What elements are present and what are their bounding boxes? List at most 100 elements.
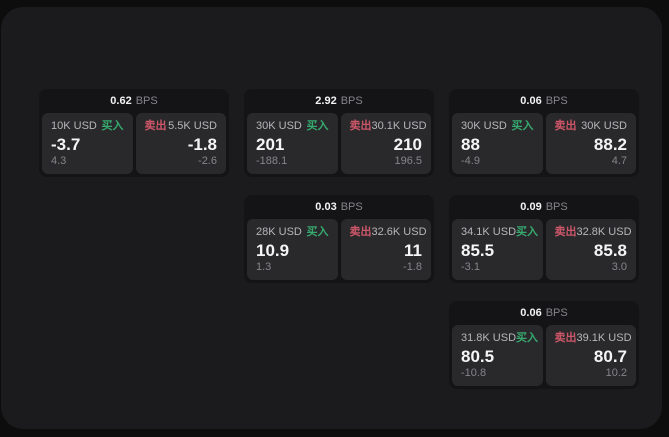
- sell-price-value: 80.7: [593, 346, 627, 366]
- sell-price-value: 11: [404, 240, 422, 260]
- buy-toprow: 30K USD 买入: [461, 120, 534, 133]
- sell-delta-value: 10.2: [605, 367, 627, 379]
- sell-delta-value: -1.8: [403, 261, 422, 273]
- buy-amount-label: 30K USD: [256, 120, 302, 132]
- sell-toprow: 卖出 30K USD: [555, 120, 628, 133]
- quote-card-body: 10K USD 买入 -3.7 4.3 卖出 5.5K USD -1.8 -2.…: [42, 113, 226, 174]
- quote-card: 0.62 BPS 10K USD 买入 -3.7 4.3 卖出 5.5K USD…: [39, 89, 229, 177]
- quote-card: 0.03 BPS 28K USD 买入 10.9 1.3 卖出 32.6K US…: [244, 195, 434, 283]
- buy-toprow: 28K USD 买入: [256, 226, 329, 239]
- buy-side-label: 买入: [516, 332, 539, 344]
- buy-price-value: 85.5: [461, 240, 495, 260]
- buy-side-label: 买入: [516, 226, 539, 238]
- bps-value: 0.03: [315, 201, 337, 213]
- sell-amount-label: 30K USD: [581, 120, 627, 132]
- sell-quote-panel[interactable]: 卖出 32.8K USD 85.8 3.0: [545, 219, 636, 280]
- buy-amount-label: 34.1K USD: [461, 226, 517, 238]
- buy-side-label: 买入: [306, 120, 329, 132]
- sell-side-label: 卖出: [349, 226, 372, 238]
- buy-quote-panel[interactable]: 28K USD 买入 10.9 1.3: [247, 219, 338, 280]
- buy-toprow: 10K USD 买入: [51, 120, 124, 133]
- sell-side-label: 卖出: [349, 120, 372, 132]
- buy-amount-label: 30K USD: [461, 120, 507, 132]
- buy-delta-value: 1.3: [256, 261, 272, 273]
- bps-unit-label: BPS: [135, 95, 158, 107]
- buy-price-value: 80.5: [461, 346, 495, 366]
- sell-side-label: 卖出: [144, 120, 167, 132]
- sell-side-label: 卖出: [554, 332, 577, 344]
- sell-amount-label: 5.5K USD: [168, 120, 217, 132]
- buy-delta-value: -4.9: [461, 155, 480, 167]
- sell-amount-label: 32.8K USD: [576, 226, 632, 238]
- buy-quote-panel[interactable]: 31.8K USD 买入 80.5 -10.8: [452, 325, 543, 386]
- bps-unit-label: BPS: [545, 95, 568, 107]
- main-panel: 0.62 BPS 10K USD 买入 -3.7 4.3 卖出 5.5K USD…: [1, 7, 662, 429]
- quote-card-body: 30K USD 买入 88 -4.9 卖出 30K USD 88.2 4.7: [452, 113, 636, 174]
- bps-value: 0.09: [520, 201, 542, 213]
- buy-delta-value: 4.3: [51, 155, 67, 167]
- quote-card: 0.09 BPS 34.1K USD 买入 85.5 -3.1 卖出 32.8K…: [449, 195, 639, 283]
- sell-toprow: 卖出 39.1K USD: [554, 332, 632, 345]
- quote-card: 0.06 BPS 31.8K USD 买入 80.5 -10.8 卖出 39.1…: [449, 301, 639, 389]
- buy-toprow: 30K USD 买入: [256, 120, 329, 133]
- buy-price-value: 10.9: [256, 240, 290, 260]
- bps-unit-label: BPS: [545, 307, 568, 319]
- sell-quote-panel[interactable]: 卖出 39.1K USD 80.7 10.2: [545, 325, 636, 386]
- buy-price-value: 201: [256, 134, 285, 154]
- buy-toprow: 34.1K USD 买入: [461, 226, 538, 239]
- bps-unit-label: BPS: [545, 201, 568, 213]
- buy-side-label: 买入: [101, 120, 124, 132]
- sell-quote-panel[interactable]: 卖出 32.6K USD 11 -1.8: [340, 219, 431, 280]
- sell-price-value: 85.8: [593, 240, 627, 260]
- bps-value: 0.06: [520, 95, 542, 107]
- bps-header: 2.92 BPS: [247, 89, 431, 113]
- sell-delta-value: 196.5: [394, 155, 422, 167]
- sell-quote-panel[interactable]: 卖出 30.1K USD 210 196.5: [340, 113, 431, 174]
- buy-side-label: 买入: [306, 226, 329, 238]
- sell-delta-value: -2.6: [198, 155, 217, 167]
- sell-toprow: 卖出 32.8K USD: [555, 226, 632, 239]
- buy-toprow: 31.8K USD 买入: [461, 332, 538, 345]
- sell-amount-label: 32.6K USD: [371, 226, 427, 238]
- quote-card-body: 30K USD 买入 201 -188.1 卖出 30.1K USD 210 1…: [247, 113, 431, 174]
- buy-amount-label: 28K USD: [256, 226, 302, 238]
- sell-price-value: -1.8: [187, 134, 217, 154]
- buy-delta-value: -3.1: [461, 261, 480, 273]
- bps-header: 0.62 BPS: [42, 89, 226, 113]
- quote-card: 2.92 BPS 30K USD 买入 201 -188.1 卖出 30.1K …: [244, 89, 434, 177]
- sell-toprow: 卖出 32.6K USD: [349, 226, 427, 239]
- buy-amount-label: 10K USD: [51, 120, 97, 132]
- sell-side-label: 卖出: [554, 120, 577, 132]
- bps-unit-label: BPS: [340, 95, 363, 107]
- quote-card-body: 31.8K USD 买入 80.5 -10.8 卖出 39.1K USD 80.…: [452, 325, 636, 386]
- buy-quote-panel[interactable]: 10K USD 买入 -3.7 4.3: [42, 113, 133, 174]
- sell-toprow: 卖出 30.1K USD: [349, 120, 427, 133]
- sell-price-value: 88.2: [593, 134, 627, 154]
- bps-header: 0.09 BPS: [452, 195, 636, 219]
- bps-header: 0.06 BPS: [452, 89, 636, 113]
- buy-price-value: -3.7: [51, 134, 81, 154]
- bps-value: 2.92: [315, 95, 337, 107]
- buy-amount-label: 31.8K USD: [461, 332, 517, 344]
- bps-header: 0.03 BPS: [247, 195, 431, 219]
- sell-price-value: 210: [393, 134, 422, 154]
- bps-value: 0.62: [110, 95, 132, 107]
- buy-price-value: 88: [461, 134, 480, 154]
- quote-card: 0.06 BPS 30K USD 买入 88 -4.9 卖出 30K USD 8…: [449, 89, 639, 177]
- sell-quote-panel[interactable]: 卖出 5.5K USD -1.8 -2.6: [135, 113, 226, 174]
- buy-delta-value: -10.8: [461, 367, 487, 379]
- cards-grid: 0.62 BPS 10K USD 买入 -3.7 4.3 卖出 5.5K USD…: [39, 89, 639, 389]
- buy-quote-panel[interactable]: 34.1K USD 买入 85.5 -3.1: [452, 219, 543, 280]
- bps-header: 0.06 BPS: [452, 301, 636, 325]
- sell-quote-panel[interactable]: 卖出 30K USD 88.2 4.7: [545, 113, 636, 174]
- buy-side-label: 买入: [511, 120, 534, 132]
- buy-quote-panel[interactable]: 30K USD 买入 88 -4.9: [452, 113, 543, 174]
- buy-delta-value: -188.1: [256, 155, 288, 167]
- buy-quote-panel[interactable]: 30K USD 买入 201 -188.1: [247, 113, 338, 174]
- bps-unit-label: BPS: [340, 201, 363, 213]
- quote-card-body: 34.1K USD 买入 85.5 -3.1 卖出 32.8K USD 85.8…: [452, 219, 636, 280]
- sell-delta-value: 3.0: [611, 261, 627, 273]
- sell-amount-label: 30.1K USD: [371, 120, 427, 132]
- bps-value: 0.06: [520, 307, 542, 319]
